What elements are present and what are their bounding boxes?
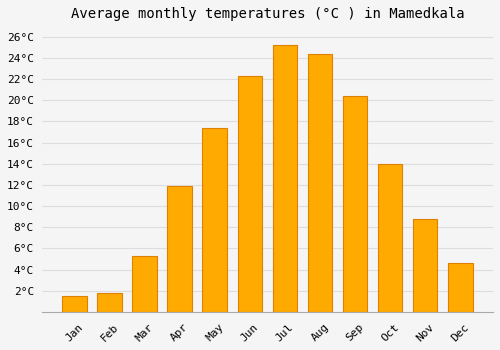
Bar (378, 164, 402, 312)
Bar (272, 45, 297, 312)
Bar (62, 296, 86, 312)
Title: Average monthly temperatures (°C ) in Mamedkala: Average monthly temperatures (°C ) in Ma… (70, 7, 464, 21)
Bar (413, 219, 438, 312)
Bar (132, 256, 157, 312)
Bar (238, 76, 262, 312)
Bar (168, 186, 192, 312)
Bar (97, 293, 122, 312)
Bar (202, 128, 227, 312)
Bar (448, 263, 472, 312)
Bar (308, 54, 332, 312)
Bar (342, 96, 367, 312)
